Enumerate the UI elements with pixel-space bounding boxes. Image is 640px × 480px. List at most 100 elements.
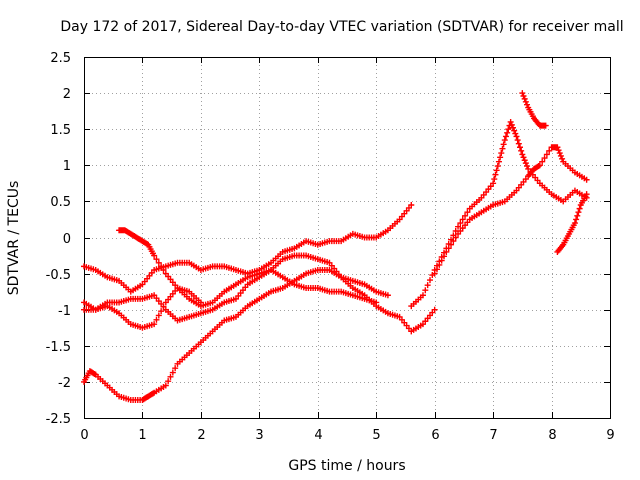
data-point	[539, 158, 546, 165]
y-tick-label: 1	[63, 159, 71, 174]
y-tick-label: -2.5	[46, 412, 71, 427]
data-point	[422, 287, 429, 294]
data-point	[408, 202, 415, 209]
data-point	[419, 292, 426, 299]
data-point	[431, 306, 438, 313]
x-tick-label: 0	[80, 428, 88, 443]
data-point	[505, 126, 512, 133]
data-point	[452, 234, 459, 241]
data-point	[520, 92, 527, 99]
data-point	[522, 98, 529, 105]
data-point	[501, 137, 508, 144]
data-point	[462, 212, 469, 219]
data-point	[441, 253, 448, 260]
data-point	[491, 176, 498, 183]
data-point	[160, 303, 167, 310]
data-point	[583, 191, 590, 198]
data-point	[160, 266, 167, 273]
data-point	[524, 163, 531, 170]
data-point	[464, 209, 471, 216]
data-point	[502, 133, 509, 140]
data-point	[149, 390, 156, 397]
data-point	[520, 154, 527, 161]
data-point	[151, 252, 158, 259]
data-point	[197, 299, 204, 306]
data-point	[554, 144, 561, 151]
data-point	[91, 370, 98, 377]
x-tick-label: 8	[548, 428, 556, 443]
y-tick-label: 2	[63, 87, 71, 102]
series-arc4	[116, 227, 380, 310]
data-point	[450, 238, 457, 245]
data-point	[518, 147, 525, 154]
data-point	[574, 212, 581, 219]
data-point	[583, 176, 590, 183]
data-point	[436, 261, 443, 268]
data-point	[519, 90, 526, 97]
data-point	[513, 133, 520, 140]
y-tick-label: 0	[63, 232, 71, 247]
data-point	[445, 245, 452, 252]
y-tick-label: -1.5	[46, 340, 71, 355]
data-point	[576, 205, 583, 212]
x-axis-label: GPS time / hours	[288, 458, 405, 474]
x-tick-label: 3	[255, 428, 263, 443]
data-point	[571, 220, 578, 227]
series-arc3	[81, 266, 391, 403]
data-point	[384, 292, 391, 299]
data-point	[536, 162, 543, 169]
data-point	[455, 223, 462, 230]
data-point	[504, 129, 511, 136]
y-tick-label: 1.5	[50, 123, 71, 138]
data-marks	[81, 90, 590, 403]
data-point	[546, 147, 553, 154]
data-point	[512, 130, 519, 137]
data-point	[169, 369, 176, 376]
data-point	[457, 220, 464, 227]
data-point	[507, 118, 514, 125]
data-point	[498, 150, 505, 157]
y-tick-label: -2	[58, 376, 71, 391]
series-arc9	[554, 191, 590, 255]
axis-ticks: 0 1 2 3 4 5 6 7 8 9 -2.5 -2 -1.5 -1 -0.5 0 0.5 1 1.5 2 2.5	[46, 51, 615, 443]
x-tick-label: 7	[489, 428, 497, 443]
x-tick-label: 9	[606, 428, 614, 443]
data-point	[524, 101, 531, 108]
y-axis-label: SDTVAR / TECUs	[6, 181, 22, 296]
series-arc7	[431, 144, 590, 277]
data-point	[493, 167, 500, 174]
x-tick-label: 1	[138, 428, 146, 443]
y-tick-label: -0.5	[46, 268, 71, 283]
data-point	[543, 151, 550, 158]
data-point	[151, 321, 158, 328]
chart-title: Day 172 of 2017, Sidereal Day-to-day VTE…	[60, 19, 623, 35]
data-point	[573, 216, 580, 223]
data-point	[519, 151, 526, 158]
data-point	[557, 152, 564, 159]
data-point	[499, 145, 506, 152]
data-point	[516, 144, 523, 151]
data-point	[556, 150, 563, 157]
data-point	[459, 216, 466, 223]
data-point	[167, 373, 174, 380]
data-point	[555, 147, 562, 154]
data-point	[172, 365, 179, 372]
data-point	[521, 157, 528, 164]
data-point	[162, 382, 169, 389]
data-point	[535, 163, 542, 170]
data-point	[438, 257, 445, 264]
data-point	[494, 163, 501, 170]
data-point	[158, 308, 165, 315]
data-point	[373, 299, 380, 306]
x-tick-label: 6	[431, 428, 439, 443]
data-point	[495, 158, 502, 165]
data-point	[426, 277, 433, 284]
data-point	[165, 378, 172, 385]
data-point	[515, 140, 522, 147]
data-point	[431, 270, 438, 277]
series-arc1	[81, 202, 415, 295]
data-point	[511, 127, 518, 134]
data-point	[541, 155, 548, 162]
y-tick-label: 2.5	[50, 51, 71, 66]
